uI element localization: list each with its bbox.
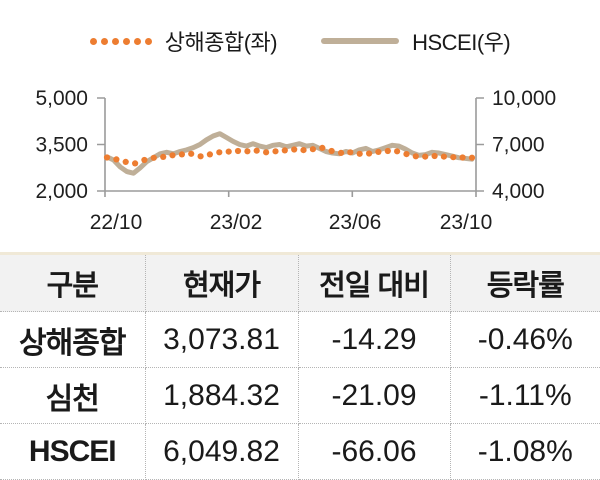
current-price: 3,073.81: [145, 311, 299, 368]
right-tick-label: 10,000: [492, 87, 556, 110]
chart-legend: 상해종합(좌) HSCEI(우): [0, 24, 600, 58]
header-category: 구분: [0, 253, 146, 312]
left-tick-label: 2,000: [35, 180, 88, 203]
current-price: 6,049.82: [145, 423, 299, 480]
left-axis-tick-labels: 5,000 3,500 2,000: [35, 87, 88, 203]
change-rate: -1.11%: [450, 367, 600, 424]
legend-label-hscei: HSCEI(우): [412, 30, 511, 55]
shanghai-dotted-line: [103, 144, 476, 167]
index-table: 구분 현재가 전일 대비 등락률 상해종합 3,073.81 -14.29 -0…: [0, 252, 600, 480]
legend-label-shanghai: 상해종합(좌): [164, 30, 278, 55]
right-axis-tick-labels: 10,000 7,000 4,000: [492, 87, 556, 203]
change-rate: -0.46%: [450, 311, 600, 368]
x-axis-tick-labels: 22/10 23/02 23/06 23/10: [90, 211, 493, 234]
daily-change: -66.06: [298, 423, 451, 480]
index-name: 상해종합: [0, 311, 146, 368]
right-tick-label: 4,000: [492, 180, 545, 203]
x-tick-label: 23/06: [329, 211, 382, 234]
table-row-shenzhen: 심천 1,884.32 -21.09 -1.11%: [0, 367, 600, 424]
header-daily-change: 전일 대비: [298, 253, 451, 312]
daily-change: -21.09: [298, 367, 451, 424]
index-name: 심천: [0, 367, 146, 424]
legend-item-hscei: HSCEI(우): [321, 25, 511, 57]
current-price: 1,884.32: [145, 367, 299, 424]
table-row-hscei: HSCEI 6,049.82 -66.06 -1.08%: [0, 423, 600, 480]
x-tick-label: 23/10: [440, 211, 493, 234]
left-tick-label: 5,000: [35, 87, 88, 110]
price-chart: 5,000 3,500 2,000 10,000 7,000 4,000 22/10 23…: [35, 87, 556, 234]
x-tick-label: 23/02: [210, 211, 263, 234]
legend-item-shanghai: 상해종합(좌): [89, 25, 278, 57]
x-tick-label: 22/10: [90, 211, 143, 234]
chart-series: [103, 131, 476, 176]
dotted-line-icon: [89, 37, 152, 45]
table-header-row: 구분 현재가 전일 대비 등락률: [0, 253, 600, 312]
table-row-shanghai: 상해종합 3,073.81 -14.29 -0.46%: [0, 311, 600, 368]
right-tick-label: 7,000: [492, 134, 545, 157]
left-tick-label: 3,500: [35, 134, 88, 157]
axes: [97, 97, 484, 197]
header-current-price: 현재가: [145, 253, 299, 312]
hscei-line: [104, 131, 475, 176]
solid-line-icon: [321, 38, 400, 44]
index-name: HSCEI: [0, 423, 146, 480]
header-change-rate: 등락률: [450, 253, 600, 312]
change-rate: -1.08%: [450, 423, 600, 480]
daily-change: -14.29: [298, 311, 451, 368]
